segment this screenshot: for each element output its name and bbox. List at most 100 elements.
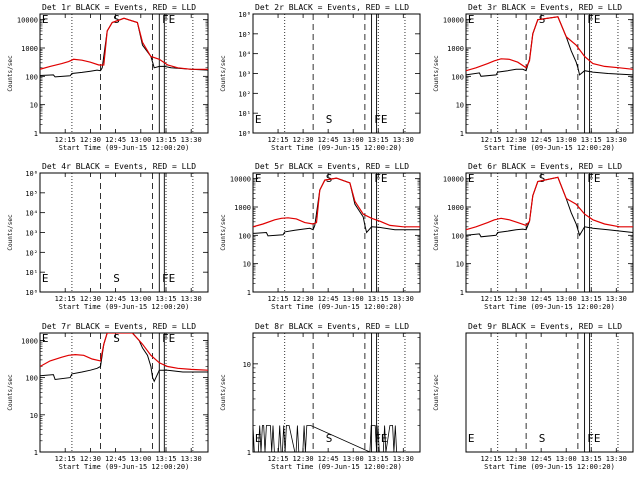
y-tick-label: 10¹ [238,110,251,118]
x-tick-label: 12:45 [531,295,552,303]
x-axis-label: Start Time (09-Jun-15 12:00:20) [271,303,402,311]
plot-frame [252,332,421,453]
y-tick-label: 1 [460,130,464,138]
y-tick-label: 1 [460,289,464,297]
x-tick-label: 13:00 [130,295,151,303]
marker-label: F [374,113,381,126]
y-tick-label: 1000 [447,204,464,212]
plot-frame [465,13,634,134]
marker-label: S [326,113,333,126]
plot-frame [39,13,209,134]
marker-label: E [468,432,475,445]
marker-label: E [381,172,388,185]
marker-label: F [374,172,381,185]
x-tick-label: 12:15 [55,136,76,144]
y-axis-label: Counts/sec [220,374,227,411]
y-tick-label: 100 [25,375,38,383]
marker-label: E [594,172,601,185]
marker-label: E [169,13,176,26]
y-tick-label: 10² [25,249,38,257]
x-tick-label: 13:30 [181,136,202,144]
marker-label: E [42,272,49,285]
x-tick-label: 12:30 [80,136,101,144]
panel-p2: Det 2r BLACK = Events, RED = LLD 12:15 12:… [220,3,421,152]
panel-p5: Det 5r BLACK = Events, RED = LLD 12:15 12:… [220,162,421,311]
lld-series-line [40,17,208,70]
marker-label: E [255,432,262,445]
x-tick-label: 12:30 [506,295,527,303]
events-series-line [253,425,400,452]
plot-frame [465,332,634,453]
panel-p7: Det 7r BLACK = Events, RED = LLD 12:15 12:… [7,322,209,471]
plot-frame [39,172,209,293]
x-tick-label: 12:45 [318,455,339,463]
x-tick-label: 13:15 [581,136,602,144]
x-tick-label: 13:15 [368,136,389,144]
x-tick-label: 12:45 [531,455,552,463]
lld-series-line [466,176,633,231]
y-axis-label: Counts/sec [220,55,227,92]
x-tick-label: 13:30 [181,295,202,303]
y-tick-label: 10 [30,102,38,110]
y-tick-label: 1000 [447,45,464,53]
x-tick-label: 12:45 [318,295,339,303]
x-tick-label: 13:00 [343,295,364,303]
panel-title: Det 3r BLACK = Events, RED = LLD [468,3,622,12]
y-tick-label: 10⁴ [25,210,38,218]
events-series-line [466,176,633,238]
events-series-line [40,333,208,383]
y-axis-label: Counts/sec [433,214,440,251]
x-tick-label: 12:30 [293,295,314,303]
events-series-line [253,177,420,237]
y-tick-label: 10000 [230,176,251,184]
y-axis-label: Counts/sec [7,214,14,251]
x-tick-label: 13:00 [130,455,151,463]
marker-label: F [587,432,594,445]
panel-title: Det 7r BLACK = Events, RED = LLD [42,322,196,331]
marker-label: S [326,172,333,185]
marker-label: E [42,332,49,345]
x-tick-label: 12:30 [293,455,314,463]
x-tick-label: 13:15 [155,136,176,144]
lld-series-line [40,333,208,371]
y-tick-label: 10000 [443,176,464,184]
x-axis-label: Start Time (09-Jun-15 12:00:20) [271,463,402,471]
x-tick-label: 13:15 [155,295,176,303]
y-tick-label: 1 [247,449,251,457]
y-tick-label: 10⁴ [238,51,251,59]
x-axis-label: Start Time (09-Jun-15 12:00:20) [484,463,615,471]
y-tick-label: 1000 [21,45,38,53]
marker-label: E [594,432,601,445]
x-tick-label: 13:30 [606,295,627,303]
x-tick-label: 13:00 [556,455,577,463]
y-tick-label: 1000 [21,337,38,345]
x-tick-label: 12:15 [268,455,289,463]
marker-label: E [468,13,475,26]
y-tick-label: 10⁵ [238,31,251,39]
panel-title: Det 5r BLACK = Events, RED = LLD [255,162,409,171]
y-tick-label: 10000 [443,17,464,25]
panel-title: Det 4r BLACK = Events, RED = LLD [42,162,196,171]
plot-frame [39,332,209,453]
marker-label: S [539,172,546,185]
panel-p6: Det 6r BLACK = Events, RED = LLD 12:15 12:… [433,162,634,311]
x-tick-label: 12:45 [105,295,126,303]
x-tick-label: 13:00 [130,136,151,144]
y-tick-label: 10000 [17,17,38,25]
marker-label: E [169,332,176,345]
y-tick-label: 1 [34,130,38,138]
y-axis-label: Counts/sec [7,55,14,92]
x-axis-label: Start Time (09-Jun-15 12:00:20) [271,144,402,152]
plot-frame [252,172,421,293]
x-axis-label: Start Time (09-Jun-15 12:00:20) [484,303,615,311]
y-tick-label: 1000 [234,204,251,212]
y-tick-label: 100 [451,232,464,240]
x-tick-label: 12:30 [80,295,101,303]
x-tick-label: 13:00 [343,455,364,463]
y-tick-label: 10⁰ [25,289,38,297]
x-tick-label: 13:30 [606,136,627,144]
marker-label: E [594,13,601,26]
y-axis-label: Counts/sec [7,374,14,411]
marker-label: S [539,432,546,445]
